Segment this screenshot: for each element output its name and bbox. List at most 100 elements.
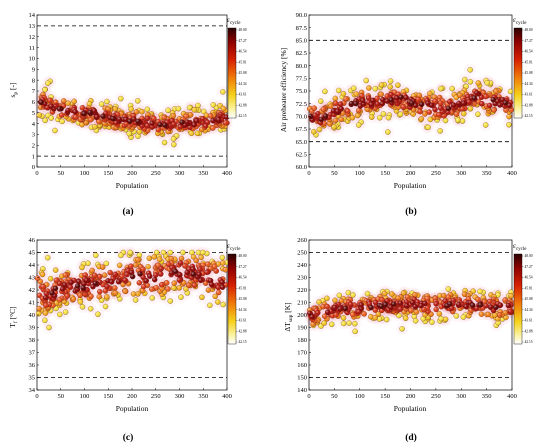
data-point-highlight [94,114,100,120]
data-point-highlight [462,76,468,83]
data-point-highlight [36,112,42,118]
y-tick-label: 42 [29,287,36,294]
data-point-highlight [112,290,119,296]
data-point-highlight [363,77,369,84]
data-point-highlight [92,272,98,279]
colorbar-title: εcycle [227,242,241,252]
data-point-highlight [337,101,344,107]
plot-frame [36,14,228,168]
data-point-highlight [97,274,103,280]
x-tick-label: 400 [507,170,517,177]
data-point-highlight [177,124,183,130]
data-point-highlight [418,116,424,122]
data-point-highlight [170,113,176,119]
data-point-highlight [437,128,443,134]
data-point-highlight [352,328,358,334]
data-point-highlight [200,249,206,256]
data-point-highlight [385,115,392,121]
data-point-highlight [104,294,110,300]
data-point-highlight [426,109,432,115]
data-point-highlight [211,263,218,270]
data-point-highlight [369,114,375,120]
data-point-highlight [208,281,215,288]
data-point-highlight [219,279,225,285]
colorbar-tick-label: 44.34 [239,308,247,312]
data-point-highlight [178,255,185,262]
data-point-highlight [438,105,444,111]
data-point-highlight [340,320,347,327]
data-point-highlight [151,254,157,260]
data-point-highlight [491,107,497,113]
data-point-highlight [324,295,330,301]
data-point-highlight [47,97,53,103]
data-point-highlight [356,107,362,114]
y-tick-label: 11 [29,45,35,52]
x-tick-label: 250 [151,393,161,400]
y-tick-label: 85.0 [296,38,307,45]
y-tick-label: 87.5 [296,25,307,32]
x-tick-label: 150 [103,170,113,177]
y-tick-label: 9 [32,66,35,73]
data-point-highlight [79,304,86,310]
colorbar-tick-label: 43.61 [239,319,247,323]
data-point-highlight [378,82,385,88]
chart-panel-b: 0 50 100 150 200 250 300 350 400 60.062.565.067.… [279,12,533,217]
data-point-highlight [117,262,123,268]
y-axis-label: Tf [°C] [8,306,19,327]
y-tick-label: 4 [32,121,36,128]
data-point-highlight [385,129,391,135]
colorbar-tick-label: 47.27 [239,265,247,269]
data-point-highlight [124,271,130,278]
data-point-highlight [343,96,349,102]
data-point-highlight [325,309,331,315]
colorbar-tick-label: 45.81 [239,60,247,64]
data-point-highlight [190,266,196,272]
data-point-highlight [158,271,164,277]
data-point-highlight [96,119,102,125]
data-point-highlight [332,95,338,102]
y-tick-label: 36 [29,362,36,369]
y-tick-label: 3 [32,132,35,139]
colorbar-tick-label: 46.54 [239,50,247,54]
colorbar: εcycle48.0047.2746.5445.8145.0844.3443.6… [227,242,247,344]
data-point-highlight [179,119,185,125]
colorbar: εcycle48.0047.2746.5445.8145.0844.3443.6… [227,16,247,119]
data-point-highlight [409,100,415,106]
panel-label-c: (c) [123,432,134,443]
data-point-highlight [455,117,461,123]
colorbar-tick-label: 45.08 [525,71,533,75]
colorbar-tick-label: 45.08 [239,297,247,301]
x-tick-label: 350 [198,170,208,177]
data-point-highlight [445,286,451,292]
data-point-highlight [136,280,142,286]
data-point-highlight [171,121,177,127]
data-point-highlight [133,262,139,268]
colorbar-tick-label: 48.00 [239,28,247,32]
data-point-highlight [48,103,54,109]
data-point-highlight [478,311,485,317]
data-point-highlight [92,124,98,130]
data-point-highlight [186,282,192,288]
data-point-highlight [506,122,512,128]
x-tick-label: 250 [151,170,161,177]
data-point-highlight [88,293,94,299]
data-point-highlight [97,289,103,295]
data-point-highlight [360,97,366,103]
data-point-highlight [141,283,147,290]
x-tick-label: 300 [175,393,185,400]
data-point-highlight [485,311,491,317]
data-point-highlight [127,249,133,256]
data-point-highlight [350,292,356,298]
data-point-highlight [348,301,354,307]
data-point-highlight [315,310,321,316]
data-point-highlight [92,280,98,286]
y-axis-label: Air preheater efficiency [%] [279,48,288,133]
data-point-highlight [461,100,467,106]
data-point-highlight [45,255,51,261]
colorbar-tick-label: 45.81 [239,286,247,290]
data-point-highlight [102,272,108,278]
data-point-highlight [95,311,101,317]
data-point-highlight [162,122,168,128]
data-point-highlight [322,113,329,119]
y-tick-label: 43 [29,275,36,282]
